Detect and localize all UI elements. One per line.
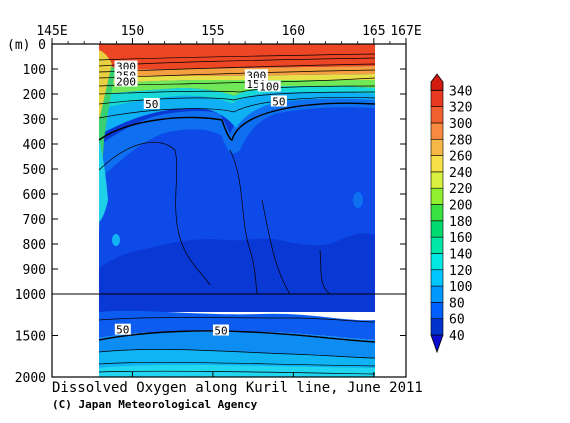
- contour-label: 50: [272, 96, 285, 109]
- field-surface-220: [99, 74, 375, 84]
- colorbar-swatch: [430, 318, 444, 336]
- colorbar-swatch: [430, 155, 444, 173]
- colorbar-label: 200: [449, 199, 472, 214]
- field-lower-60: [99, 294, 375, 312]
- contour-label-bg: [257, 80, 281, 92]
- y-tick-label: 2000: [15, 371, 46, 386]
- contour-label-bg: [212, 324, 229, 336]
- no-data-west: [52, 44, 99, 377]
- colorbar-label: 160: [449, 231, 472, 246]
- colorbar-label: 180: [449, 215, 472, 230]
- chart-title: Dissolved Oxygen along Kuril line, June …: [52, 380, 423, 396]
- colorbar-swatch: [430, 187, 444, 205]
- colorbar-swatch: [430, 106, 444, 124]
- x-tick-label: 160: [282, 24, 305, 39]
- y-axis: 0 100 200 300 400 500 600 700 800 900 1000 1500 2000: [15, 38, 406, 386]
- oxygen-field: [99, 44, 375, 377]
- colorbar-swatch: [430, 285, 444, 303]
- y-tick-label: 700: [23, 213, 46, 228]
- y-tick-label: 200: [23, 88, 46, 103]
- contour-label-bg: [114, 75, 138, 87]
- contour-label: 100: [259, 81, 279, 94]
- colorbar-label: 240: [449, 166, 472, 181]
- x-tick-label: 155: [201, 24, 224, 39]
- colorbar-swatch: [430, 90, 444, 107]
- colorbar-label: 60: [449, 313, 465, 328]
- chart-credit: (C) Japan Meteorological Agency: [52, 398, 258, 411]
- colorbar-label: 40: [449, 329, 465, 344]
- field-spot: [112, 234, 120, 246]
- contour-label-bg: [114, 60, 138, 72]
- y-tick-label: 300: [23, 113, 46, 128]
- colorbar-swatch: [430, 253, 444, 271]
- field-surface-100: [99, 92, 375, 135]
- colorbar-swatch: [430, 220, 444, 238]
- field-west-cyan: [99, 140, 108, 222]
- field-mid-80: [99, 95, 375, 180]
- y-axis-unit-label: (m): [7, 38, 30, 53]
- colorbar-label: 220: [449, 182, 472, 197]
- field-surface-280: [99, 66, 375, 76]
- colorbar-label: 80: [449, 296, 465, 311]
- y-tick-label: 1500: [15, 330, 46, 345]
- contour-label: 50: [145, 98, 158, 111]
- y-tick-label: 900: [23, 263, 46, 278]
- no-data-east: [375, 44, 406, 377]
- colorbar-swatch: [430, 204, 444, 222]
- x-tick-label: 167E: [390, 24, 421, 39]
- field-spot: [353, 192, 363, 208]
- y-tick-label: 1000: [15, 288, 46, 303]
- contour-label-bg: [114, 69, 138, 81]
- contour-label-bg: [244, 69, 268, 81]
- colorbar-label: 280: [449, 133, 472, 148]
- colorbar-below-triangle: [430, 334, 444, 354]
- colorbar-label: 340: [449, 84, 472, 99]
- colorbar-label: 260: [449, 150, 472, 165]
- field-west-green: [99, 60, 116, 230]
- colorbar-label: 320: [449, 101, 472, 116]
- colorbar-swatch: [430, 236, 444, 254]
- y-tick-label: 400: [23, 138, 46, 153]
- y-tick-label: 600: [23, 188, 46, 203]
- contour-label-bg: [114, 323, 131, 335]
- colorbar-swatch: [430, 269, 444, 287]
- contour-labels: 30025020050300150100505050: [114, 60, 287, 338]
- contour-label-bg: [244, 78, 268, 89]
- contour-label-bg: [270, 95, 287, 107]
- field-lower-band-120: [99, 364, 375, 377]
- x-tick-label: 145E: [36, 24, 67, 39]
- colorbar-swatch: [430, 122, 444, 140]
- y-tick-label: 800: [23, 238, 46, 253]
- contour-label: 200: [116, 76, 136, 89]
- y-tick-label: 500: [23, 163, 46, 178]
- colorbar-label: 140: [449, 247, 472, 262]
- x-tick-label: 165: [362, 24, 385, 39]
- colorbar-swatch: [430, 302, 444, 319]
- colorbar-swatch: [430, 73, 444, 91]
- y-tick-label: 100: [23, 63, 46, 78]
- colorbar-swatch: [430, 171, 444, 189]
- contour-label: 50: [214, 325, 227, 338]
- field-west-yellow: [99, 50, 112, 120]
- contour-label-bg: [143, 98, 160, 109]
- colorbar-label: 300: [449, 117, 472, 132]
- colorbar-label: 120: [449, 264, 472, 279]
- colorbar-swatch: [430, 138, 444, 156]
- x-axis: 145E 150 155 160 165 167E: [36, 24, 422, 377]
- contour-label: 50: [116, 324, 129, 337]
- field-surface-320: [99, 44, 375, 70]
- y-tick-label: 0: [38, 38, 46, 53]
- field-mid-60: [99, 100, 375, 268]
- x-tick-label: 150: [121, 24, 144, 39]
- colorbar-label: 100: [449, 280, 472, 295]
- colorbar: 4060801001201401601802002202402602803003…: [430, 73, 472, 354]
